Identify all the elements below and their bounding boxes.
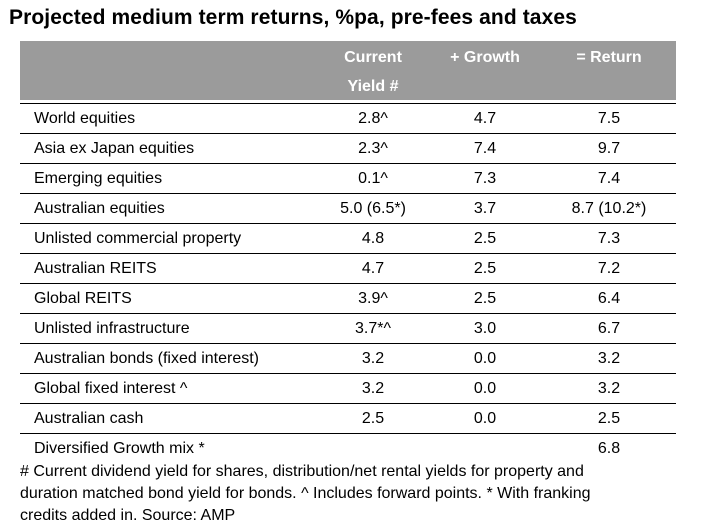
row-yield: 4.8	[361, 230, 385, 247]
row-growth: 0.0	[473, 380, 497, 397]
header-current-yield: Current Yield #	[306, 43, 440, 101]
row-return: 6.7	[597, 320, 621, 337]
table-row: Australian cash 2.5 0.0 2.5	[20, 404, 676, 434]
row-divider	[20, 253, 676, 254]
row-return: 6.8	[597, 440, 621, 457]
row-growth: 4.7	[473, 110, 497, 127]
table-row: Global REITS 3.9^ 2.5 6.4	[20, 284, 676, 314]
row-yield: 3.7*^	[355, 320, 391, 337]
row-label: Unlisted commercial property	[34, 230, 242, 247]
row-return: 3.2	[597, 350, 621, 367]
row-growth: 0.0	[473, 410, 497, 427]
row-yield: 0.1^	[358, 170, 388, 187]
header-return-label: = Return	[576, 49, 642, 66]
footnote-line: credits added in. Source: AMP	[20, 507, 236, 524]
row-label: Australian equities	[34, 200, 165, 217]
header-return: = Return	[542, 43, 676, 72]
row-return: 8.7 (10.2*)	[571, 200, 647, 217]
header-growth: + Growth	[420, 43, 550, 72]
row-divider	[20, 133, 676, 134]
table-header: Current Yield # + Growth = Return	[20, 41, 676, 100]
row-return: 2.5	[597, 410, 621, 427]
table-row: Australian bonds (fixed interest) 3.2 0.…	[20, 344, 676, 374]
row-return: 3.2	[597, 380, 621, 397]
row-growth: 2.5	[473, 230, 497, 247]
header-growth-label: + Growth	[450, 49, 520, 66]
row-yield: 2.8^	[358, 110, 388, 127]
row-label: Diversified Growth mix *	[34, 440, 205, 457]
table-row: Australian equities 5.0 (6.5*) 3.7 8.7 (…	[20, 194, 676, 224]
header-divider	[20, 103, 676, 104]
table-row: Diversified Growth mix * 6.8	[20, 434, 676, 464]
row-growth: 2.5	[473, 260, 497, 277]
row-yield: 2.3^	[358, 140, 388, 157]
row-label: Global fixed interest ^	[34, 380, 188, 397]
row-growth: 2.5	[473, 290, 497, 307]
row-label: Australian cash	[34, 410, 144, 427]
row-yield: 4.7	[361, 260, 385, 277]
table-row: Australian REITS 4.7 2.5 7.2	[20, 254, 676, 284]
row-divider	[20, 433, 676, 434]
row-yield: 3.2	[361, 350, 385, 367]
table-row: Global fixed interest ^ 3.2 0.0 3.2	[20, 374, 676, 404]
row-return: 9.7	[597, 140, 621, 157]
row-growth: 3.7	[473, 200, 497, 217]
table-title: Projected medium term returns, %pa, pre-…	[9, 6, 577, 29]
row-divider	[20, 403, 676, 404]
row-growth: 3.0	[473, 320, 497, 337]
row-yield: 3.2	[361, 380, 385, 397]
row-label: Global REITS	[34, 290, 132, 307]
table-row: Unlisted infrastructure 3.7*^ 3.0 6.7	[20, 314, 676, 344]
header-current-yield-line1: Current	[344, 49, 402, 66]
row-label: Unlisted infrastructure	[34, 320, 190, 337]
row-divider	[20, 283, 676, 284]
row-return: 7.3	[597, 230, 621, 247]
row-return: 6.4	[597, 290, 621, 307]
row-yield: 5.0 (6.5*)	[340, 200, 406, 217]
footnote-line: # Current dividend yield for shares, dis…	[20, 463, 584, 480]
table-row: World equities 2.8^ 4.7 7.5	[20, 104, 676, 134]
header-current-yield-line2: Yield #	[347, 78, 399, 95]
footnote-line: duration matched bond yield for bonds. ^…	[20, 485, 591, 502]
row-yield: 3.9^	[358, 290, 388, 307]
row-return: 7.2	[597, 260, 621, 277]
row-label: Emerging equities	[34, 170, 163, 187]
row-label: Australian REITS	[34, 260, 157, 277]
table-row: Emerging equities 0.1^ 7.3 7.4	[20, 164, 676, 194]
row-return: 7.5	[597, 110, 621, 127]
row-divider	[20, 193, 676, 194]
row-divider	[20, 313, 676, 314]
table-row: Asia ex Japan equities 2.3^ 7.4 9.7	[20, 134, 676, 164]
row-yield: 2.5	[361, 410, 385, 427]
row-return: 7.4	[597, 170, 621, 187]
row-growth	[420, 434, 550, 464]
row-growth: 7.3	[473, 170, 497, 187]
row-divider	[20, 223, 676, 224]
row-divider	[20, 343, 676, 344]
row-growth: 7.4	[473, 140, 497, 157]
table-row: Unlisted commercial property 4.8 2.5 7.3	[20, 224, 676, 254]
row-divider	[20, 163, 676, 164]
row-growth: 0.0	[473, 350, 497, 367]
row-label: World equities	[34, 110, 136, 127]
row-divider	[20, 373, 676, 374]
row-label: Asia ex Japan equities	[34, 140, 195, 157]
table-footnote: # Current dividend yield for shares, dis…	[20, 461, 710, 527]
row-label: Australian bonds (fixed interest)	[34, 350, 259, 367]
